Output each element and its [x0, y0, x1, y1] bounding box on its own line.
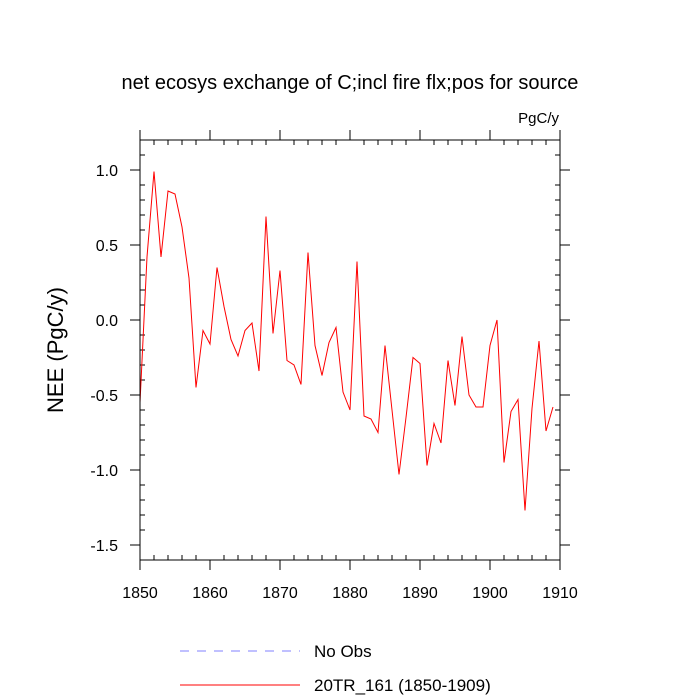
axis-tick-labels: 1850 1860 1870 1880 1890 1900 1910 -1.5 -1.0 -0.5… [90, 163, 577, 602]
y-tick-label: -1.0 [90, 463, 118, 480]
x-tick-label: 1880 [332, 585, 368, 602]
x-tick-label: 1860 [192, 585, 228, 602]
legend: No Obs 20TR_161 (1850-1909) [180, 642, 491, 695]
x-tick-label: 1850 [122, 585, 158, 602]
y-tick-label: 0.5 [96, 238, 118, 255]
x-tick-label: 1890 [402, 585, 438, 602]
axis-ticks [130, 130, 570, 570]
series-line-20tr-161-1850-1909 [139, 171, 554, 511]
y-tick-label: 0.0 [96, 313, 118, 330]
units-label: PgC/y [518, 110, 559, 127]
x-tick-label: 1870 [262, 585, 298, 602]
series-layer [139, 171, 554, 511]
plot-frame [139, 139, 561, 561]
y-axis-label: NEE (PgC/y) [43, 287, 68, 413]
y-tick-label: -1.5 [90, 538, 118, 555]
legend-label-20tr-161: 20TR_161 (1850-1909) [314, 676, 491, 695]
y-tick-label: 1.0 [96, 163, 118, 180]
x-tick-label: 1900 [472, 585, 508, 602]
x-tick-label: 1910 [542, 585, 578, 602]
y-tick-label: -0.5 [90, 388, 118, 405]
chart-title: net ecosys exchange of C;incl fire flx;p… [122, 72, 579, 94]
legend-label-no-obs: No Obs [314, 642, 372, 661]
